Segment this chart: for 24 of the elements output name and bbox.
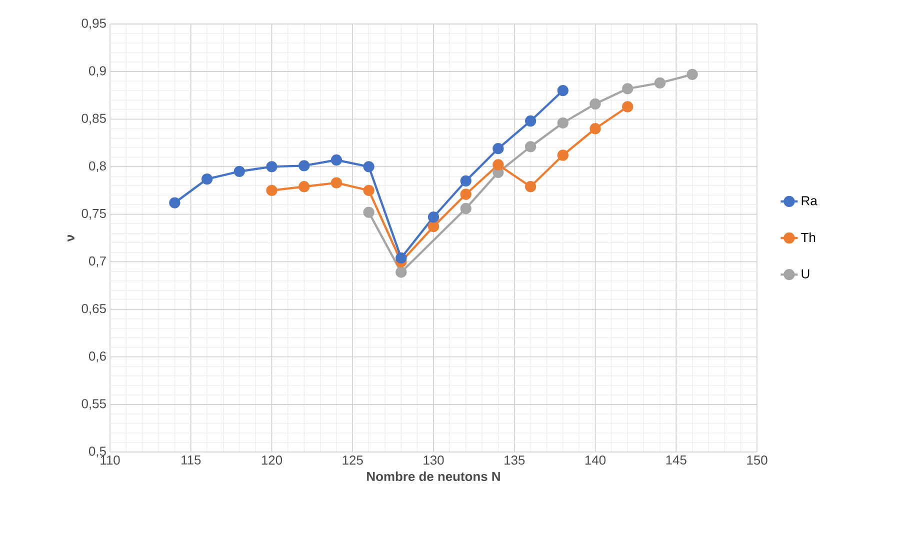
y-tick-label: 0,8: [88, 161, 106, 172]
x-tick-label: 145: [666, 456, 686, 465]
x-tick-label: 125: [342, 456, 363, 465]
y-tick-label: 0,65: [82, 304, 106, 315]
y-tick-label: 0,5: [88, 446, 106, 458]
y-tick-label: 0,9: [88, 66, 106, 77]
x-tick-label: 115: [182, 456, 201, 465]
x-tick-label: 150: [747, 456, 768, 465]
y-axis-title: ν: [68, 234, 74, 242]
x-tick-label: 135: [504, 456, 525, 465]
x-tick-label: 130: [424, 456, 444, 465]
y-tick-label: 0,85: [82, 114, 106, 124]
y-tick-label: 0,75: [82, 208, 106, 220]
y-tick-label: 0,55: [82, 399, 106, 410]
x-tick-label: 140: [585, 456, 606, 465]
y-tick-label: 0,6: [88, 352, 106, 362]
legend-label: Th: [801, 232, 816, 242]
x-tick-label: 110: [100, 456, 120, 465]
legend-label: U: [802, 269, 810, 278]
x-tick-label: 120: [262, 456, 282, 465]
y-tick-label: 0,95: [82, 18, 106, 30]
x-axis-title: Nombre de neutons N: [367, 472, 500, 482]
legend-label: Ra: [802, 196, 818, 206]
y-tick-label: 0,7: [88, 256, 106, 268]
